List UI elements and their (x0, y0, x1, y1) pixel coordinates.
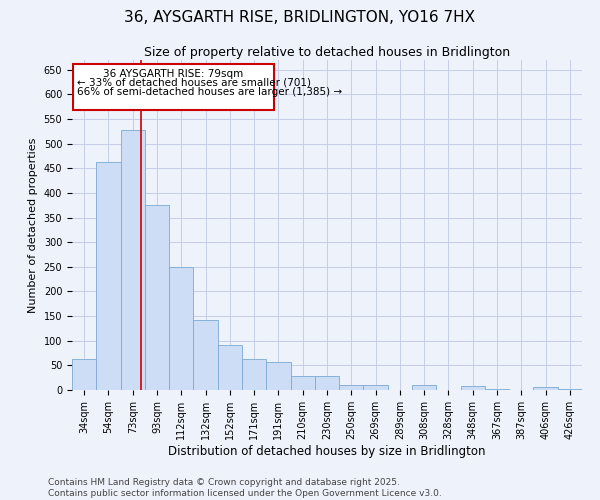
Bar (169, 267, 193, 390)
Bar (412, 384, 436, 390)
Bar (533, 387, 558, 390)
Bar (266, 362, 290, 390)
Text: 36 AYSGARTH RISE: 79sqm: 36 AYSGARTH RISE: 79sqm (103, 69, 244, 79)
Bar (339, 384, 364, 390)
Bar (218, 344, 242, 390)
Bar (72, 360, 96, 390)
Title: Size of property relative to detached houses in Bridlington: Size of property relative to detached ho… (144, 46, 510, 59)
Bar (193, 320, 218, 390)
Bar (73, 64, 274, 110)
Bar (96, 162, 121, 390)
Bar (558, 389, 582, 390)
Bar (461, 386, 485, 390)
Text: ← 33% of detached houses are smaller (701): ← 33% of detached houses are smaller (70… (77, 78, 311, 88)
Text: 66% of semi-detached houses are larger (1,385) →: 66% of semi-detached houses are larger (… (77, 86, 342, 97)
Bar (145, 206, 169, 390)
X-axis label: Distribution of detached houses by size in Bridlington: Distribution of detached houses by size … (168, 444, 486, 458)
Bar (485, 389, 509, 390)
Bar (290, 376, 315, 390)
Text: Contains HM Land Registry data © Crown copyright and database right 2025.
Contai: Contains HM Land Registry data © Crown c… (48, 478, 442, 498)
Bar (121, 130, 145, 390)
Y-axis label: Number of detached properties: Number of detached properties (28, 138, 38, 312)
Bar (242, 359, 266, 390)
Bar (315, 376, 339, 390)
Bar (364, 384, 388, 390)
Text: 36, AYSGARTH RISE, BRIDLINGTON, YO16 7HX: 36, AYSGARTH RISE, BRIDLINGTON, YO16 7HX (124, 10, 476, 25)
